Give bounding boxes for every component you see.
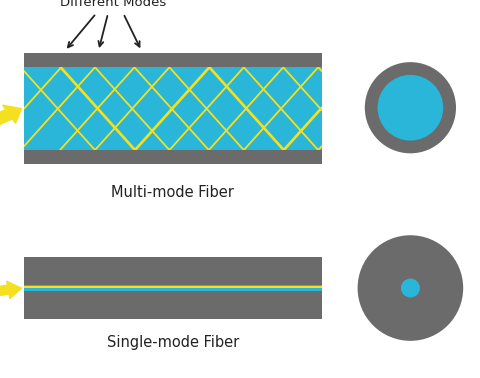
FancyArrow shape xyxy=(0,105,22,130)
Bar xyxy=(24,53,322,164)
Text: Multi-mode Fiber: Multi-mode Fiber xyxy=(111,185,234,200)
Ellipse shape xyxy=(365,62,456,153)
Ellipse shape xyxy=(401,279,420,297)
Bar xyxy=(24,67,322,150)
Text: Different Modes: Different Modes xyxy=(60,0,167,9)
Ellipse shape xyxy=(358,235,463,341)
Bar xyxy=(24,286,322,288)
FancyArrow shape xyxy=(0,281,22,298)
Bar xyxy=(24,257,322,319)
Text: Single-mode Fiber: Single-mode Fiber xyxy=(107,335,239,350)
Ellipse shape xyxy=(378,75,443,141)
Bar xyxy=(24,67,322,150)
Bar xyxy=(24,285,322,291)
